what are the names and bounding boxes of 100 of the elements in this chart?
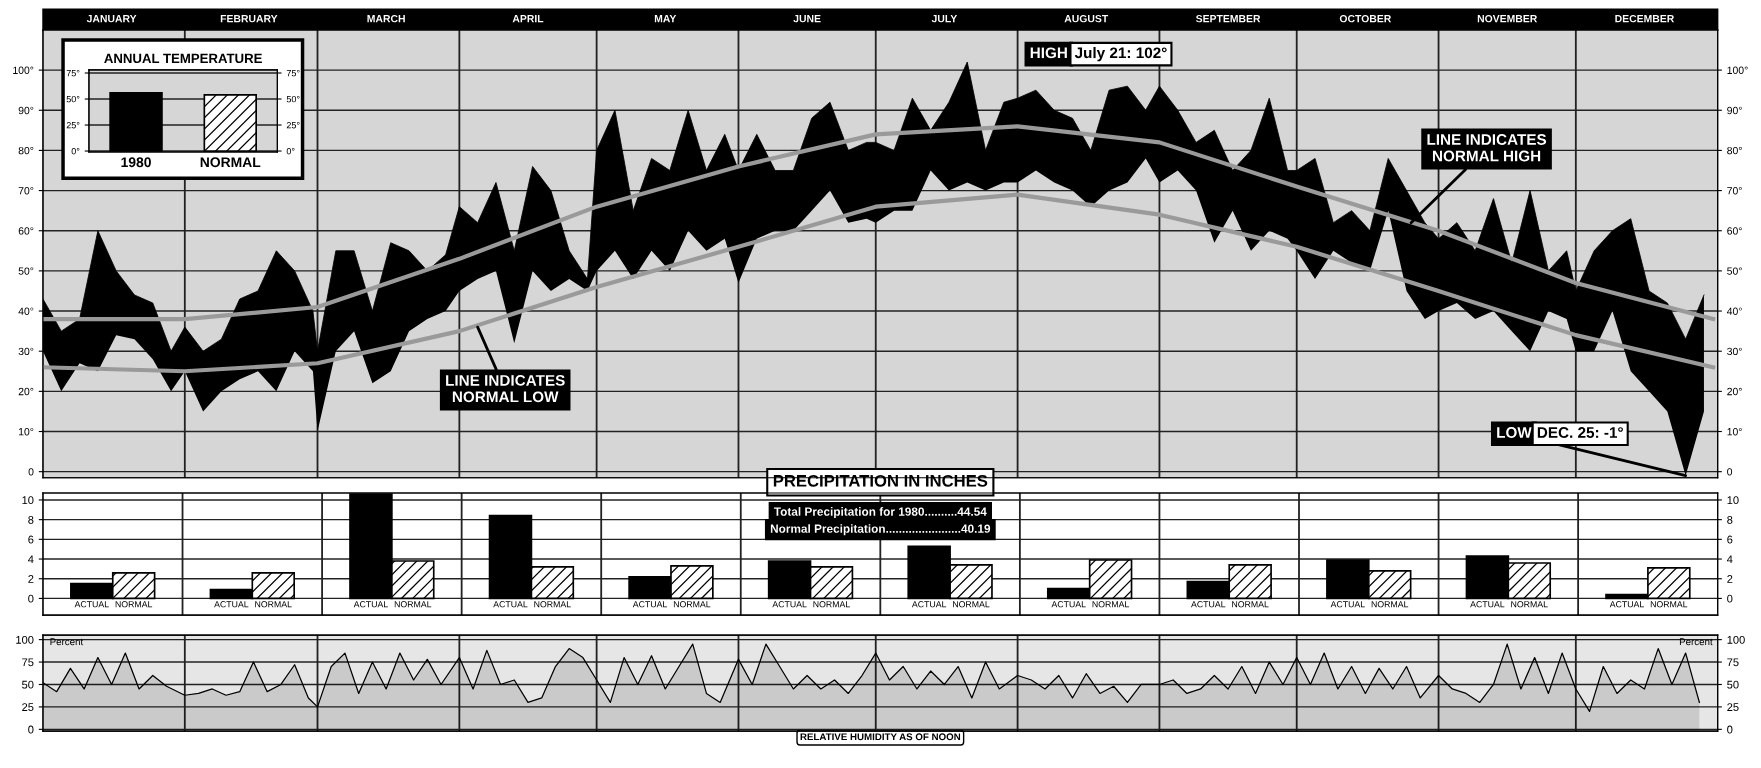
text: NORMAL — [673, 601, 711, 608]
y2-tick-label: 75° — [286, 69, 300, 77]
y-tick-label: 10° — [18, 428, 34, 436]
chart-title: ANNUAL TEMPERATURE — [104, 53, 262, 64]
y2-tick-label: 70° — [1727, 187, 1742, 195]
text: NORMAL — [1511, 601, 1548, 608]
text: ACTUAL — [772, 601, 807, 608]
text: ACTUAL — [911, 601, 947, 608]
x-tick-label: NOVEMBER — [1477, 14, 1538, 23]
y-tick-label: 50° — [18, 267, 34, 275]
annotation: July 21: 102° — [1074, 47, 1167, 62]
y-tick-label: 70° — [18, 187, 34, 195]
y-tick-label: 4 — [28, 555, 34, 564]
x-tick-label: 1980 — [121, 157, 151, 168]
y-tick-label: 8 — [28, 515, 34, 524]
y2-tick-label: 10° — [1727, 428, 1742, 436]
y-tick-label: 10 — [22, 496, 34, 505]
y2-tick-label: 75 — [1727, 658, 1739, 667]
annotation: LINE INDICATES NORMAL LOW — [446, 374, 565, 403]
y-tick-label: 0 — [28, 725, 34, 734]
x-tick-label: JULY — [931, 15, 958, 23]
y2-tick-label: 50° — [1727, 267, 1742, 275]
y2-tick-label: 30° — [1727, 347, 1742, 356]
y-tick-label: 50 — [22, 680, 34, 689]
text: NORMAL — [1371, 601, 1409, 608]
y-tick-label: 6 — [28, 535, 34, 544]
y2-tick-label: 10 — [1727, 496, 1739, 505]
y-tick-label: 90° — [18, 106, 34, 115]
series-label: NORMAL — [115, 601, 153, 608]
x-tick-label: JANUARY — [86, 15, 137, 23]
annotation: LINE INDICATES NORMAL HIGH — [1427, 134, 1547, 162]
y-tick-label: 25 — [22, 703, 34, 712]
y2-tick-label: 0° — [286, 147, 295, 155]
y2-tick-label: 60° — [1727, 227, 1742, 235]
text: ACTUAL — [214, 601, 249, 608]
x-axis-title: RELATIVE HUMIDITY AS OF NOON — [800, 733, 961, 741]
text: ACTUAL — [1609, 601, 1644, 608]
text: NORMAL — [813, 601, 850, 608]
y-tick-label: 40° — [18, 307, 34, 315]
annotation: Total Precipitation for 1980..........44.54 — [773, 507, 987, 519]
y2-tick-label: 90° — [1727, 106, 1742, 115]
series-label: ACTUAL — [74, 601, 109, 608]
y2-tick-label: 100° — [1727, 66, 1748, 74]
annotation: DEC. 25: -1° — [1537, 427, 1623, 438]
y2-tick-label: 0 — [1727, 594, 1733, 603]
y-tick-label: 0 — [28, 594, 34, 603]
annotation: Normal Precipitation.......................40.19 — [770, 524, 991, 536]
y-tick-label: 100° — [13, 66, 34, 74]
x-tick-label: SEPTEMBER — [1195, 14, 1261, 23]
y2-tick-label: 8 — [1727, 515, 1733, 524]
text: ACTUAL — [1330, 601, 1365, 608]
y2-tick-label: 0 — [1727, 725, 1733, 734]
y-axis-title: Percent — [50, 638, 84, 646]
y2-tick-label: 0 — [1727, 468, 1733, 476]
y-tick-label: 0° — [71, 147, 80, 155]
y2-tick-label: 20° — [1727, 387, 1742, 396]
y2-tick-label: 80° — [1727, 146, 1742, 155]
x-tick-label: JUNE — [793, 15, 821, 23]
x-tick-label: MAY — [654, 15, 677, 23]
y-tick-label: 50° — [66, 95, 80, 103]
y-tick-label: 30° — [18, 347, 34, 356]
x-tick-label: FEBRUARY — [220, 15, 278, 23]
y-tick-label: 75 — [22, 658, 34, 667]
annotation: LOW — [1497, 427, 1532, 438]
y-tick-label: 75° — [66, 69, 80, 77]
text: ACTUAL — [1191, 601, 1226, 608]
y-tick-label: 25° — [66, 121, 80, 129]
text: NORMAL — [1092, 601, 1130, 608]
text: NORMAL — [394, 601, 432, 608]
y2-tick-label: 25 — [1727, 703, 1739, 712]
y-tick-label: 2 — [28, 575, 34, 583]
text: ACTUAL — [632, 601, 668, 608]
text: NORMAL — [534, 601, 571, 608]
y-tick-label: 0 — [28, 468, 34, 476]
text: NORMAL — [1650, 601, 1688, 608]
y2-tick-label: 40° — [1726, 307, 1742, 315]
y2-tick-label: 4 — [1726, 555, 1733, 564]
x-tick-label: APRIL — [512, 15, 544, 23]
text: ACTUAL — [1470, 601, 1505, 608]
x-tick-label: DECEMBER — [1615, 14, 1675, 23]
text: ACTUAL — [1051, 601, 1086, 608]
y2-tick-label: 100 — [1727, 635, 1745, 644]
text: ACTUAL — [493, 601, 528, 608]
text: ACTUAL — [353, 601, 388, 608]
chart-title: PRECIPITATION IN INCHES — [773, 474, 988, 487]
annotation: HIGH — [1030, 47, 1067, 59]
y-tick-label: 80° — [18, 146, 34, 155]
y-tick-label: 60° — [18, 227, 34, 235]
y-tick-label: 20° — [18, 387, 34, 396]
y2-tick-label: 6 — [1727, 535, 1733, 544]
y2-tick-label: 2 — [1727, 575, 1733, 583]
x-tick-label: AUGUST — [1064, 14, 1109, 23]
x-tick-label: MARCH — [367, 14, 405, 23]
y2-tick-label: 50° — [286, 95, 300, 103]
y2-axis-title: Percent — [1679, 638, 1713, 646]
y2-tick-label: 25° — [286, 121, 300, 129]
text: NORMAL — [953, 601, 990, 608]
x-tick-label: OCTOBER — [1339, 14, 1392, 23]
y2-tick-label: 50 — [1727, 680, 1739, 689]
y-tick-label: 100 — [16, 635, 34, 644]
